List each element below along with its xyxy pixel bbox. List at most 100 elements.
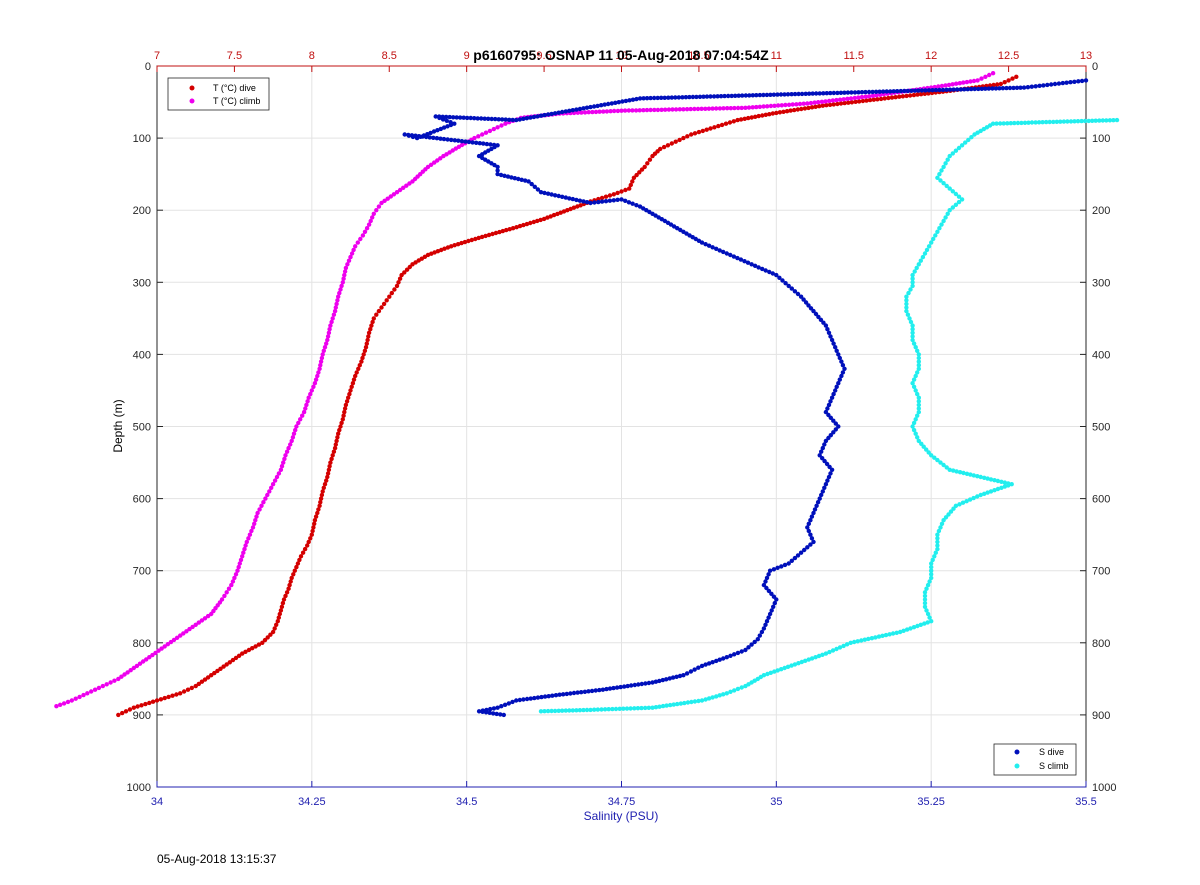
data-point-t-climb bbox=[582, 110, 588, 115]
data-point-t-dive bbox=[904, 93, 909, 99]
data-point-s-climb bbox=[552, 708, 558, 714]
data-point-s-dive bbox=[409, 133, 415, 138]
data-point-t-climb bbox=[233, 572, 239, 577]
data-point-s-dive bbox=[750, 93, 755, 98]
data-point-s-dive bbox=[496, 117, 501, 122]
data-point-t-climb bbox=[122, 672, 127, 677]
data-point-t-climb bbox=[134, 663, 140, 669]
data-point-s-dive bbox=[532, 695, 537, 701]
data-point-t-climb bbox=[137, 661, 143, 666]
x-tick-label-salinity: 35 bbox=[770, 796, 782, 808]
data-point-t-dive bbox=[368, 327, 373, 332]
data-point-s-dive bbox=[623, 198, 628, 203]
data-point-s-climb bbox=[915, 391, 920, 397]
data-point-t-dive bbox=[835, 101, 840, 107]
data-point-s-dive bbox=[556, 193, 561, 199]
data-point-t-climb bbox=[750, 105, 755, 110]
data-point-t-dive bbox=[665, 143, 671, 148]
data-point-s-climb bbox=[1090, 118, 1095, 124]
data-point-t-climb bbox=[695, 106, 701, 112]
data-point-t-climb bbox=[342, 272, 347, 278]
data-point-t-climb bbox=[187, 626, 192, 632]
data-point-t-dive bbox=[842, 100, 847, 106]
data-point-s-dive bbox=[802, 547, 807, 553]
data-point-t-dive bbox=[272, 626, 277, 631]
data-point-s-dive bbox=[814, 91, 819, 96]
data-point-s-climb bbox=[768, 670, 773, 675]
data-point-t-climb bbox=[677, 107, 682, 112]
data-point-t-dive bbox=[774, 110, 779, 116]
data-point-s-dive bbox=[1021, 85, 1027, 90]
data-point-s-climb bbox=[910, 327, 915, 332]
data-point-t-dive bbox=[521, 222, 526, 228]
data-point-t-dive bbox=[268, 632, 273, 637]
data-point-s-climb bbox=[916, 409, 921, 415]
data-point-t-climb bbox=[119, 674, 124, 679]
data-point-t-climb bbox=[725, 106, 730, 111]
data-point-t-dive bbox=[327, 464, 332, 469]
data-point-t-dive bbox=[309, 532, 314, 537]
data-point-s-dive bbox=[763, 579, 768, 584]
data-point-t-dive bbox=[792, 107, 797, 113]
data-point-s-dive bbox=[763, 268, 768, 273]
data-point-s-climb bbox=[929, 564, 934, 570]
data-point-t-climb bbox=[503, 121, 508, 126]
data-point-s-climb bbox=[915, 435, 920, 440]
data-point-s-dive bbox=[510, 699, 515, 705]
data-point-s-dive bbox=[498, 172, 504, 178]
data-point-s-dive bbox=[613, 100, 618, 106]
data-point-s-dive bbox=[441, 125, 447, 130]
legend-s-climb-label: S climb bbox=[1039, 761, 1069, 771]
data-point-s-dive bbox=[509, 175, 514, 180]
data-point-t-climb bbox=[238, 557, 244, 563]
data-point-t-dive bbox=[243, 649, 248, 654]
data-point-t-dive bbox=[360, 355, 365, 361]
data-point-s-dive bbox=[840, 363, 846, 368]
x-tick-label-temperature: 12 bbox=[925, 50, 937, 62]
data-point-s-climb bbox=[929, 572, 934, 577]
data-point-t-dive bbox=[278, 608, 284, 613]
data-point-t-climb bbox=[819, 99, 825, 105]
data-point-s-dive bbox=[1000, 86, 1006, 91]
data-point-s-dive bbox=[780, 278, 785, 283]
data-point-s-dive bbox=[786, 561, 791, 566]
data-point-t-climb bbox=[703, 106, 708, 112]
data-point-s-climb bbox=[588, 707, 593, 713]
data-point-t-dive bbox=[820, 103, 825, 108]
data-point-t-dive bbox=[615, 190, 620, 196]
data-point-t-dive bbox=[541, 216, 547, 222]
data-point-t-dive bbox=[630, 179, 635, 184]
data-point-s-climb bbox=[988, 477, 994, 482]
data-point-s-dive bbox=[577, 198, 583, 203]
data-point-t-dive bbox=[746, 115, 751, 121]
data-point-s-climb bbox=[728, 689, 733, 694]
data-point-s-climb bbox=[932, 455, 937, 460]
data-point-s-climb bbox=[703, 697, 708, 702]
data-point-s-dive bbox=[531, 114, 537, 120]
data-point-s-dive bbox=[670, 675, 676, 680]
data-point-s-climb bbox=[943, 161, 948, 166]
data-point-s-dive bbox=[517, 697, 522, 703]
data-point-t-dive bbox=[181, 689, 187, 694]
data-point-t-climb bbox=[684, 107, 690, 112]
data-point-s-dive bbox=[997, 86, 1002, 91]
data-point-s-dive bbox=[516, 176, 521, 182]
data-point-t-climb bbox=[692, 106, 697, 112]
data-point-s-dive bbox=[510, 117, 515, 123]
data-point-s-dive bbox=[564, 691, 569, 697]
data-point-s-dive bbox=[789, 558, 794, 563]
data-point-s-climb bbox=[890, 631, 896, 636]
data-point-s-climb bbox=[796, 661, 801, 666]
data-point-s-dive bbox=[505, 174, 511, 179]
data-point-s-dive bbox=[836, 424, 841, 429]
data-point-t-climb bbox=[244, 539, 249, 545]
data-point-s-dive bbox=[650, 680, 655, 685]
data-point-t-climb bbox=[96, 685, 102, 691]
data-point-s-climb bbox=[935, 532, 940, 537]
data-point-s-climb bbox=[911, 384, 917, 389]
data-point-s-dive bbox=[820, 456, 825, 461]
data-point-t-climb bbox=[370, 215, 375, 220]
data-point-s-climb bbox=[933, 233, 938, 238]
data-point-s-climb bbox=[915, 413, 920, 418]
data-point-t-climb bbox=[249, 528, 254, 534]
